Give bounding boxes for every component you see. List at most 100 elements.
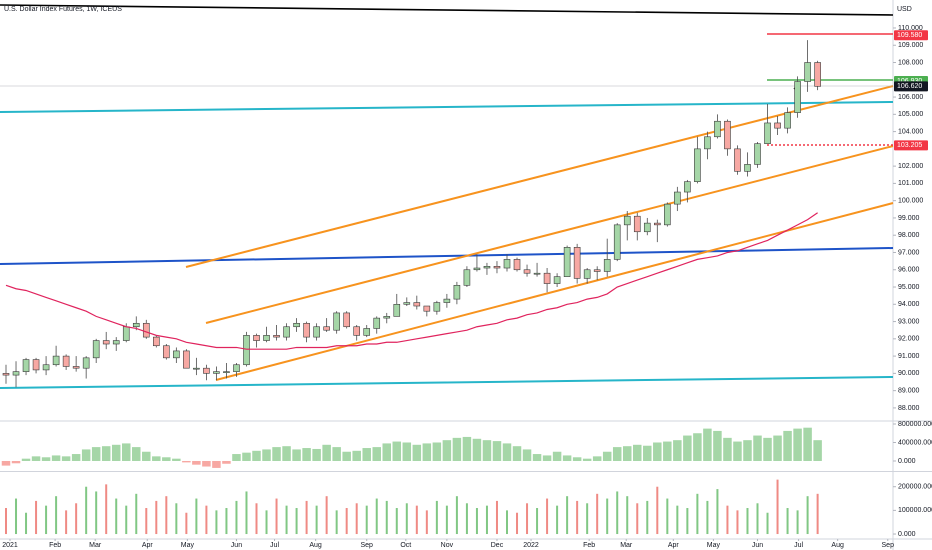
- bar: [666, 498, 669, 535]
- y-tick-label: 108.000: [898, 59, 923, 66]
- candle-body: [383, 316, 391, 319]
- bar: [295, 508, 298, 535]
- bar: [71, 454, 81, 461]
- bar: [542, 455, 552, 461]
- candle-body: [413, 302, 421, 307]
- candle-body: [163, 345, 170, 359]
- x-tick-label: Feb: [49, 542, 61, 549]
- bar: [305, 500, 308, 535]
- candle-body: [704, 136, 711, 150]
- candle-body: [433, 302, 441, 312]
- bar: [365, 505, 368, 535]
- bar: [252, 450, 261, 461]
- bar: [683, 435, 692, 461]
- price-label: 106.620: [897, 83, 922, 90]
- candle-body: [42, 364, 50, 371]
- bar: [462, 436, 472, 461]
- candle-body: [52, 355, 60, 366]
- bar: [656, 486, 659, 535]
- candle-body: [253, 335, 260, 341]
- x-tick-label: 2021: [2, 542, 18, 549]
- bar: [182, 460, 191, 463]
- bar: [355, 503, 358, 535]
- bar: [372, 447, 381, 461]
- candle-body: [593, 269, 601, 272]
- bar: [232, 454, 241, 461]
- bar: [422, 443, 432, 461]
- candle-body: [333, 312, 340, 331]
- bar: [185, 512, 188, 535]
- bar: [455, 496, 458, 535]
- bar: [586, 503, 589, 535]
- x-tick-label: May: [181, 542, 195, 549]
- y-tick-label: 96.000: [898, 267, 920, 274]
- bar: [445, 505, 448, 535]
- bar: [382, 443, 392, 461]
- bar: [723, 437, 732, 461]
- bar: [375, 498, 378, 535]
- x-tick-label: Dec: [491, 542, 504, 549]
- price-label: 103.205: [897, 142, 922, 149]
- bar: [85, 486, 88, 535]
- bar: [773, 435, 782, 461]
- bar: [556, 505, 559, 535]
- candle-body: [764, 122, 771, 144]
- bar: [425, 510, 428, 535]
- bar: [55, 496, 58, 535]
- bar: [222, 460, 231, 464]
- bar: [562, 455, 572, 461]
- candle-body: [293, 322, 300, 328]
- trend-line: [0, 247, 894, 265]
- y-tick-label: 94.000: [898, 301, 920, 308]
- candle-body: [643, 222, 651, 233]
- chart-title: U.S. Dollar Index Futures, 1W, ICEUS: [4, 6, 122, 13]
- bar: [706, 500, 709, 535]
- y-tick-label: 99.000: [898, 215, 920, 222]
- bar: [806, 496, 809, 535]
- bar: [663, 441, 672, 461]
- bar: [622, 446, 632, 461]
- candle-body: [12, 371, 20, 376]
- candle-body: [122, 326, 130, 341]
- candle-body: [353, 326, 361, 336]
- x-tick-label: May: [707, 542, 721, 549]
- bar: [315, 505, 318, 535]
- bar: [245, 491, 248, 535]
- candle-body: [583, 269, 591, 279]
- x-tick-label: Sep: [882, 542, 895, 549]
- y-tick-label: 106.000: [898, 94, 923, 101]
- x-tick-label: Aug: [309, 542, 322, 549]
- bar: [506, 510, 508, 535]
- bar: [255, 503, 258, 535]
- drawings: [0, 4, 894, 389]
- y-tick-label: 98.000: [898, 232, 920, 239]
- candle-body: [243, 335, 250, 366]
- bar: [31, 456, 41, 461]
- bar: [61, 456, 71, 461]
- bar: [202, 460, 211, 467]
- candle-body: [443, 298, 451, 303]
- bar: [816, 493, 819, 535]
- candle-body: [473, 267, 481, 271]
- bar: [51, 455, 61, 461]
- candle-body: [22, 359, 30, 372]
- candle-body: [453, 284, 461, 300]
- y-tick-label: 93.000: [898, 318, 920, 325]
- candle-body: [814, 62, 821, 87]
- bar: [736, 510, 739, 535]
- candle-body: [92, 340, 100, 359]
- candle-body: [82, 357, 90, 369]
- y-tick-label: 109.000: [898, 42, 923, 49]
- bar: [1, 460, 11, 466]
- bar: [405, 503, 408, 535]
- bar: [522, 449, 532, 461]
- candle-body: [213, 371, 220, 374]
- candle-body: [513, 259, 521, 271]
- candle-body: [363, 328, 371, 336]
- bar: [5, 508, 7, 535]
- price-label: 106.930: [897, 78, 922, 85]
- candle-body: [694, 148, 701, 182]
- bar: [756, 503, 759, 535]
- candle-body: [613, 224, 621, 260]
- x-tick-label: Jun: [231, 542, 242, 549]
